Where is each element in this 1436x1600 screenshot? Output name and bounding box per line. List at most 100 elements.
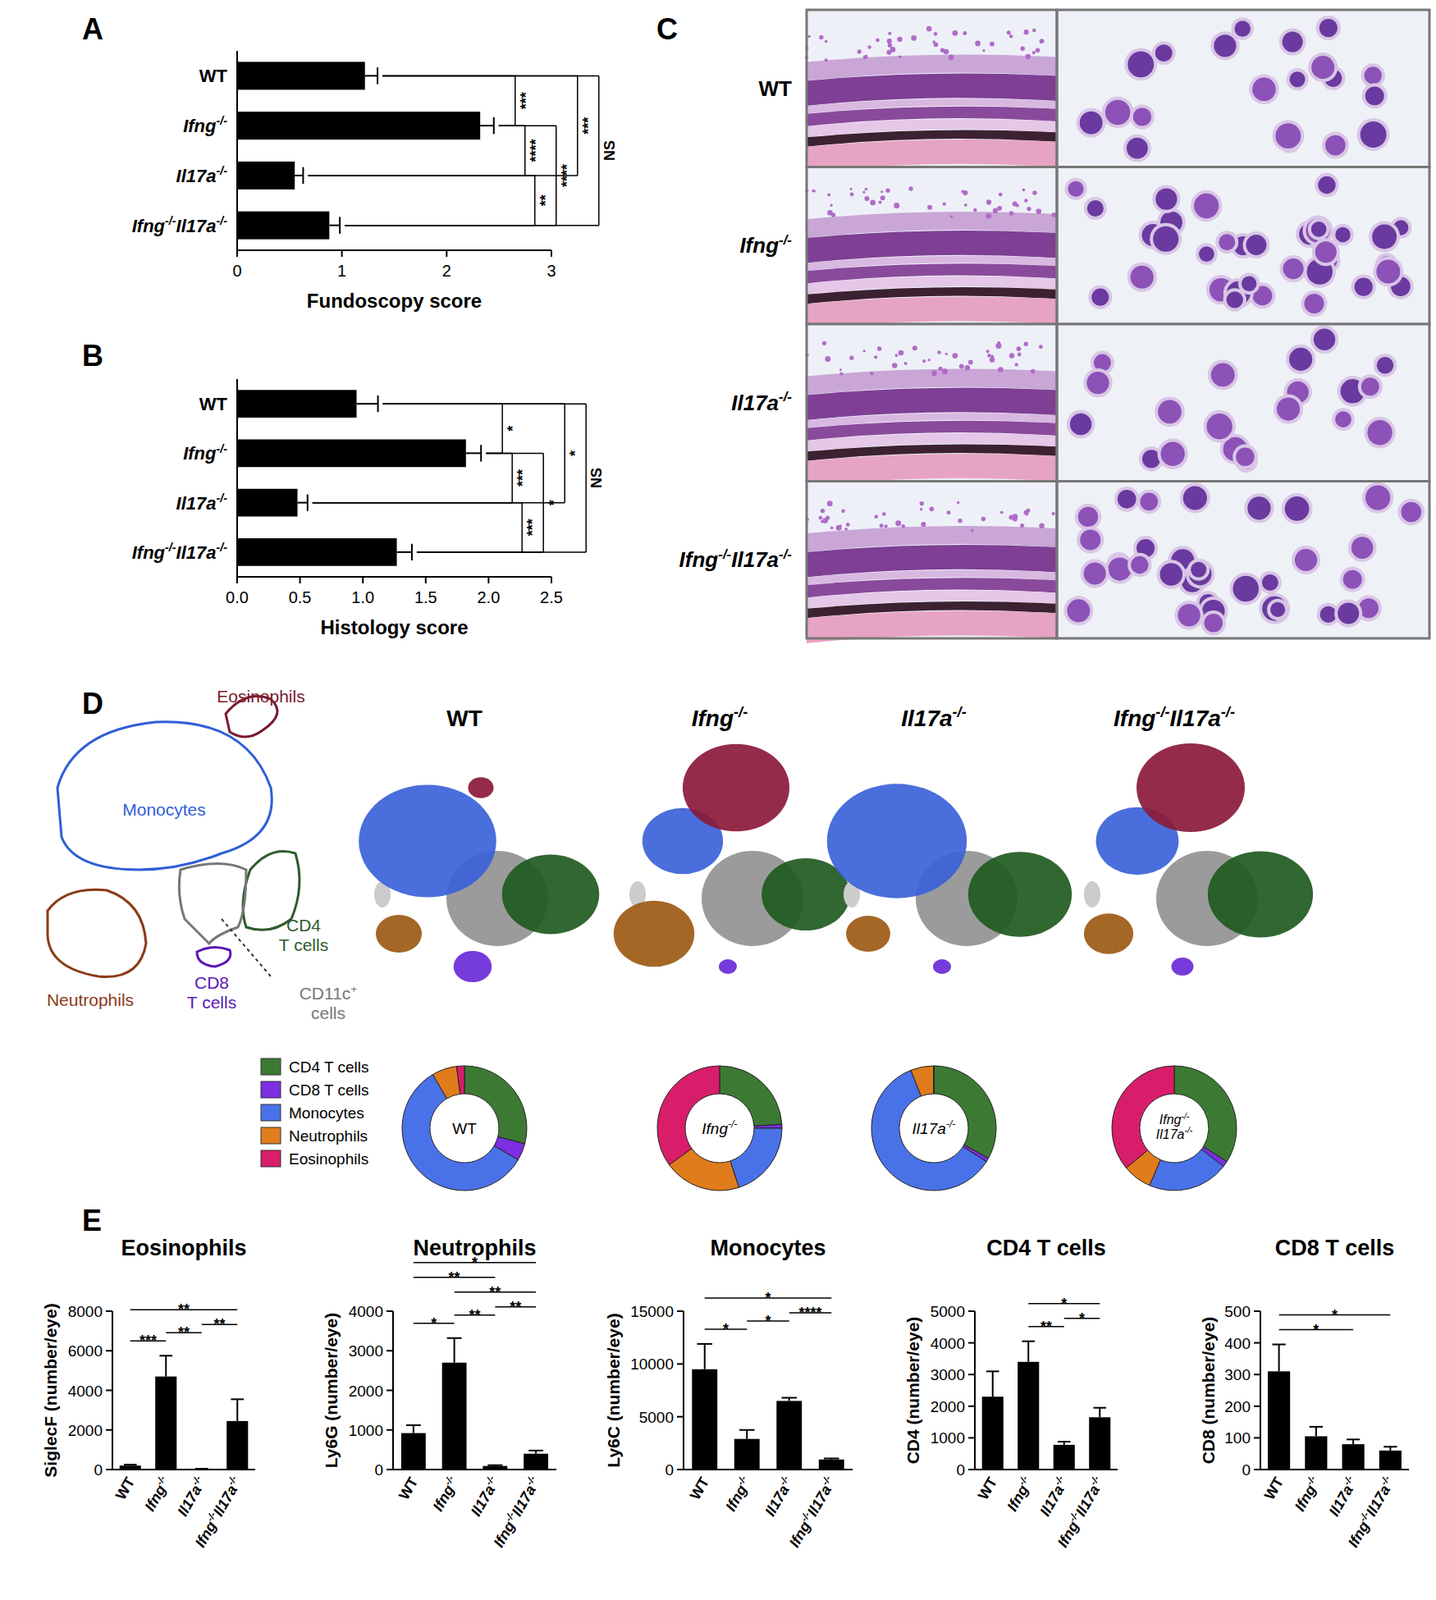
significance-bracket: ***: [312, 503, 541, 553]
significance-label: ***: [524, 518, 541, 536]
tsne-cluster: [613, 900, 695, 967]
tissue-cell: [893, 202, 900, 209]
cluster-label: Monocytes: [122, 800, 206, 819]
legend-label: CD8 T cells: [288, 1081, 370, 1099]
tissue-cell: [964, 365, 970, 371]
tsne-cluster: [932, 959, 952, 975]
cell-body: [1243, 231, 1271, 259]
text-span: Ifng: [141, 1482, 170, 1515]
cell-nucleus: [1351, 536, 1374, 559]
tissue-cell: [1035, 48, 1041, 54]
cell-body: [1373, 353, 1398, 378]
tsne-cluster: [375, 914, 422, 953]
error-line: [992, 1371, 994, 1397]
cell-body: [1154, 396, 1185, 427]
tick-label: 3: [546, 261, 556, 280]
error-bar: [739, 1430, 755, 1440]
error-line: [164, 1355, 167, 1377]
legend-swatch: [260, 1127, 281, 1144]
cell-nucleus: [1376, 356, 1395, 375]
category-label: WT: [112, 1474, 138, 1503]
text-span: NS: [588, 467, 605, 489]
axis-title: CD8 (number/eye): [1198, 1317, 1218, 1465]
text-span: WT: [199, 65, 229, 87]
error-cap: [487, 1464, 503, 1467]
bracket-leg: [383, 402, 587, 405]
text-span: 4000: [930, 1335, 965, 1353]
text-span: 500: [1224, 1303, 1251, 1321]
cell-nucleus: [1067, 181, 1084, 197]
tick-label: 10000: [630, 1355, 674, 1373]
tissue-cell: [1019, 523, 1025, 528]
donut-slice: [1149, 1149, 1224, 1191]
cell-nucleus: [1083, 562, 1107, 585]
cell-nucleus: [1157, 399, 1182, 424]
cell-body: [1179, 482, 1211, 513]
donut-slice: [719, 1065, 783, 1126]
tissue-cell: [820, 508, 825, 513]
legend-label: Monocytes: [288, 1104, 365, 1122]
cell-body: [1076, 108, 1107, 138]
tissue-cell: [928, 358, 931, 362]
tick-label: 2000: [68, 1422, 103, 1440]
text-span: cells: [310, 1003, 346, 1023]
error-cap: [301, 167, 304, 184]
text-span: *: [764, 1289, 771, 1307]
axis-title: Fundoscopy score: [306, 289, 482, 312]
text-span: CD4: [286, 915, 321, 935]
bar: [1379, 1450, 1402, 1470]
tissue-cell: [895, 353, 899, 357]
tissue-cell: [986, 199, 992, 205]
tissue-cell: [864, 187, 868, 191]
cell-body: [1397, 498, 1425, 526]
axis-title: Histology score: [320, 616, 468, 639]
histology-image: [1056, 481, 1430, 640]
tissue-cell: [1025, 508, 1030, 513]
tissue-cell: [1012, 201, 1018, 206]
error-cap: [306, 494, 309, 512]
cell-body: [1210, 31, 1240, 60]
significance-bracket: ****: [789, 1304, 833, 1322]
tsne-plot: [358, 777, 600, 983]
bar: [237, 389, 357, 418]
donut-slice: [730, 1128, 783, 1188]
cell-body: [1200, 610, 1226, 636]
significance-label: *: [1331, 1307, 1338, 1324]
cell-body: [1339, 567, 1366, 593]
cluster-label: CD4: [286, 915, 321, 935]
tissue-cell: [901, 524, 906, 529]
tissue-cell: [974, 41, 981, 47]
cell-body: [1314, 173, 1339, 197]
error-line: [480, 124, 494, 127]
axis-line: [974, 1468, 1118, 1471]
significance-bracket: *: [1064, 1310, 1101, 1327]
histology-image: [804, 9, 1057, 173]
tissue-cell: [820, 520, 824, 524]
tissue-cell: [964, 203, 968, 207]
cell-body: [1124, 48, 1158, 82]
tsne-cluster: [846, 915, 891, 952]
frame: [806, 9, 1057, 168]
error-cap: [1309, 1426, 1323, 1428]
significance-label: ****: [527, 138, 545, 162]
cell-body: [1291, 545, 1321, 575]
tissue-cell: [926, 26, 933, 33]
tissue-cell: [844, 527, 848, 531]
tissue-cell: [981, 516, 986, 522]
tick: [105, 1310, 113, 1313]
category-label: WT: [686, 1474, 713, 1503]
text-span: Il17a: [176, 542, 217, 563]
text-span: Il17a: [761, 1482, 792, 1520]
text-span: 2: [442, 261, 452, 280]
tick-label: 0: [955, 1461, 965, 1479]
error-cap: [1271, 1344, 1286, 1346]
bar-chart: WTIfng-/-Il17a-/-Ifng-/-Il17a-/-01002003…: [1198, 1235, 1409, 1551]
text-span: +: [350, 983, 357, 996]
text-span: 2.5: [539, 588, 563, 607]
cell-body: [1066, 410, 1095, 439]
significance-label: **: [509, 1298, 522, 1316]
cell-nucleus: [1218, 233, 1235, 251]
bar: [226, 1421, 248, 1470]
tick: [361, 576, 364, 584]
cell-nucleus: [1105, 100, 1131, 126]
